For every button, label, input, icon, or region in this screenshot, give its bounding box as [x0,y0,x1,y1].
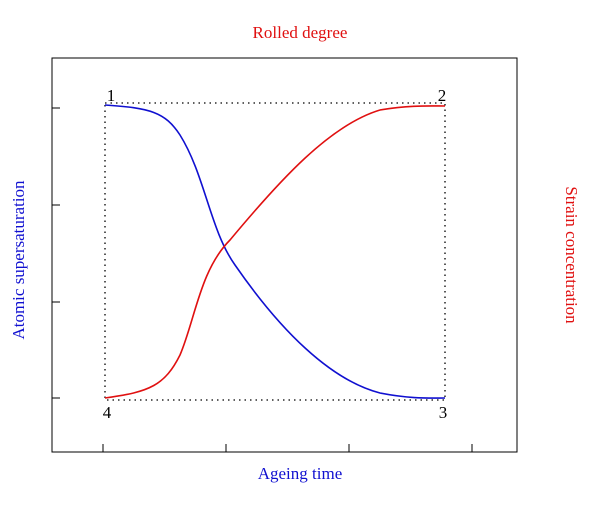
ticks [52,107,473,452]
dotted-box [104,102,446,401]
left-axis-label: Atomic supersaturation [9,180,28,340]
supersaturation-curve [104,104,446,399]
corner-label: 3 [439,403,448,422]
right-axis-label: Strain concentration [562,186,581,324]
frame [51,57,518,453]
corner-label: 1 [107,86,116,105]
x-axis-label: Ageing time [258,464,343,483]
title: Rolled degree [253,23,348,42]
strain-curve [104,105,446,399]
corner-label: 2 [438,86,447,105]
corner-label: 4 [103,403,112,422]
